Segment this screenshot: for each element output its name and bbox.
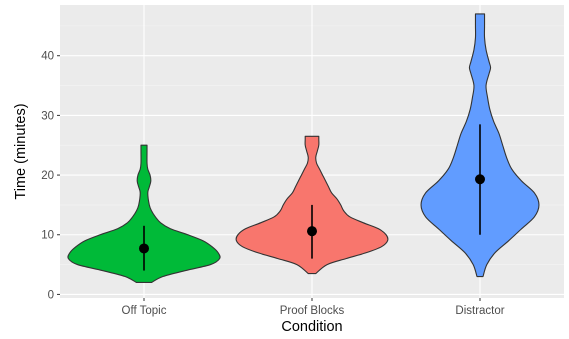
violin-proof-blocks xyxy=(235,135,389,275)
y-tick-label: 20 xyxy=(41,170,54,182)
x-tick-label: Off Topic xyxy=(122,305,167,317)
violin-off-topic xyxy=(67,144,221,284)
x-axis-title: Condition xyxy=(281,319,342,335)
x-axis: Off Topic Proof Blocks Distractor xyxy=(122,298,505,317)
y-axis-title: Time (minutes) xyxy=(13,103,29,199)
y-tick-label: 30 xyxy=(41,110,54,122)
x-tick-label: Distractor xyxy=(455,305,504,317)
y-tick-label: 40 xyxy=(41,51,54,63)
y-axis: 0 10 20 30 40 xyxy=(41,51,60,301)
y-tick-label: 10 xyxy=(41,230,54,242)
x-tick-label: Proof Blocks xyxy=(280,305,345,317)
mean-point xyxy=(475,174,485,185)
y-tick-label: 0 xyxy=(48,289,54,301)
summary-markers xyxy=(139,124,485,271)
mean-point xyxy=(139,243,149,254)
mean-point xyxy=(307,226,317,237)
